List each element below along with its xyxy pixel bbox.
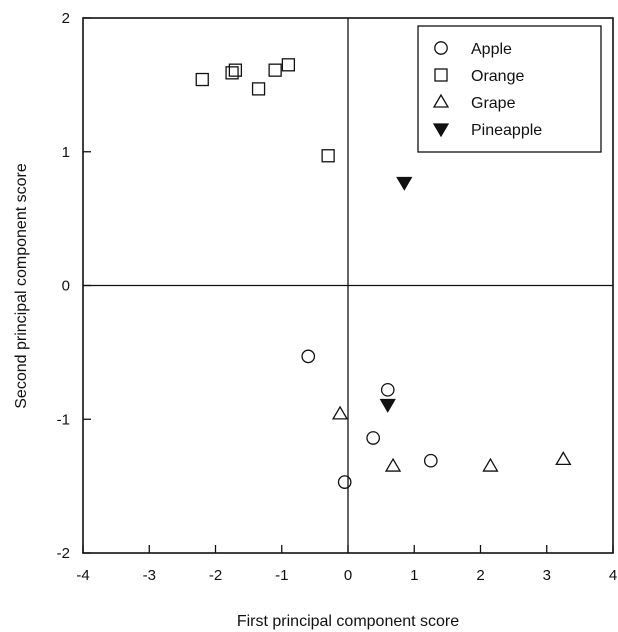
legend-marker-apple (434, 41, 448, 55)
legend-label-grape: Grape (471, 95, 516, 112)
x-tick-label: 2 (476, 567, 484, 584)
legend-box (417, 25, 602, 153)
x-tick-label: -3 (143, 567, 156, 584)
x-tick-label: 4 (609, 567, 617, 584)
point-apple (366, 431, 381, 445)
point-apple (380, 382, 395, 397)
legend-marker-pineapple (432, 123, 450, 138)
legend: Apple Orange Grape Pineapple (417, 25, 602, 153)
legend-marker-orange (434, 68, 448, 82)
legend-label-apple: Apple (471, 41, 512, 58)
point-apple (301, 349, 316, 364)
point-orange (251, 82, 266, 96)
x-tick-label: -4 (76, 567, 89, 584)
point-grape (384, 457, 402, 472)
point-orange (195, 72, 209, 87)
point-pineapple (396, 176, 413, 191)
legend-label-orange: Orange (471, 68, 524, 85)
x-axis-ticks: -4 -3 -2 -1 0 1 2 3 4 (76, 545, 617, 584)
x-tick-label: 1 (410, 567, 418, 584)
legend-marker-grape (432, 93, 450, 108)
x-tick-label: 3 (543, 567, 551, 584)
zero-lines (83, 18, 613, 553)
point-apple (337, 475, 352, 489)
point-orange (225, 66, 239, 80)
point-orange (268, 63, 282, 77)
point-orange (228, 63, 243, 77)
x-tick-label: -1 (275, 567, 288, 584)
point-pineapple (379, 398, 396, 413)
legend-label-pineapple: Pineapple (471, 122, 542, 139)
point-grape (482, 457, 499, 472)
point-grape (331, 405, 349, 420)
x-axis-label: First principal component score (237, 613, 459, 630)
y-tick-label: 1 (62, 144, 70, 161)
x-tick-label: -2 (209, 567, 222, 584)
y-tick-label: -2 (57, 545, 70, 562)
y-tick-label: -1 (57, 411, 70, 428)
y-tick-label: 2 (62, 10, 70, 27)
point-orange (281, 58, 296, 72)
point-orange (321, 149, 335, 163)
data-points (195, 58, 572, 489)
y-axis-label: Second principal component score (13, 163, 30, 409)
point-apple (423, 453, 438, 468)
y-tick-label: 0 (62, 278, 70, 295)
point-grape (555, 451, 572, 466)
y-axis-ticks: -2 -1 0 1 2 (57, 10, 91, 562)
x-tick-label: 0 (344, 567, 352, 584)
